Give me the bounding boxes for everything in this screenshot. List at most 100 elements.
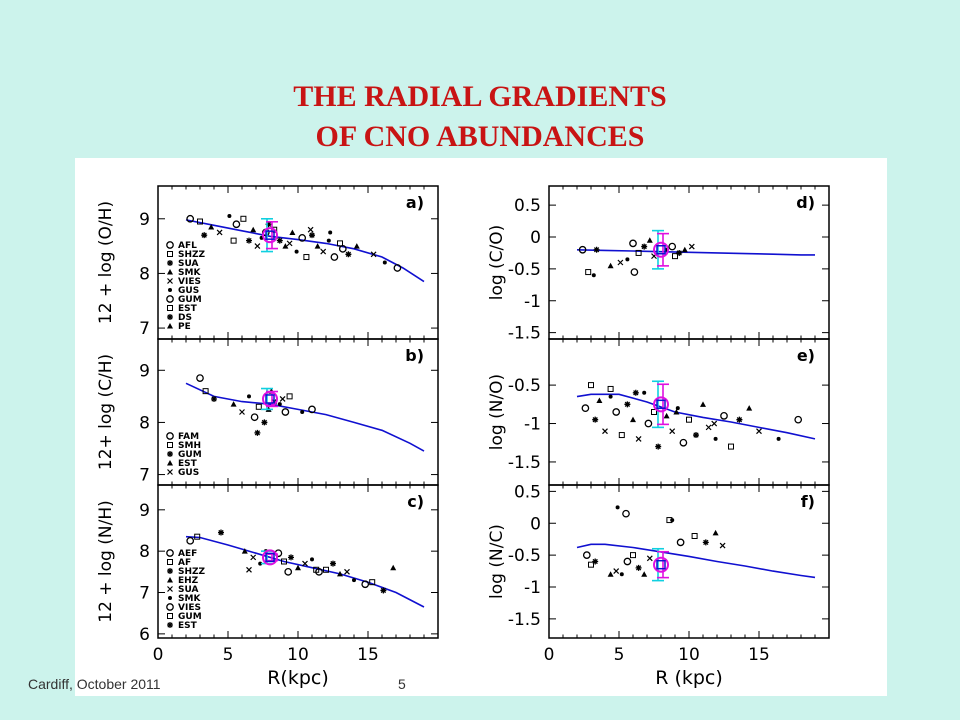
- panel-f-data-point: [676, 538, 685, 547]
- panel-d-data-point: [578, 245, 587, 254]
- panel-d-data-point: [591, 273, 596, 278]
- panel-e-data-point: [776, 436, 781, 441]
- panel-d-data-point: [681, 246, 688, 253]
- panel-e-model-line: [576, 393, 816, 440]
- panel-d-solar-marker-inner: [656, 245, 666, 255]
- panel-a-legend-entry: SHZZ: [178, 250, 206, 260]
- panel-a-data-point: [303, 254, 310, 261]
- panel-c-data-point: [241, 548, 248, 554]
- panel-b-y-axis-label: 12+ log (C/H): [96, 354, 116, 470]
- panel-f-data-point: [719, 542, 726, 549]
- panel-b-data-point: [308, 405, 316, 414]
- panel-d-frame: [548, 185, 830, 340]
- panel-a-legend-marker: [167, 314, 173, 320]
- panel-a-legend-entry: SMK: [178, 268, 201, 278]
- panel-e-y-tick-label: -0.5: [508, 376, 541, 396]
- panel-b-data-point: [202, 388, 209, 395]
- panel-e-y-tick-label: -1.5: [508, 453, 541, 473]
- panel-e-data-point: [756, 428, 762, 435]
- panel-b-legend-entry: GUS: [178, 468, 199, 478]
- panel-a-data-point: [314, 243, 321, 249]
- panel-d-solar-marker: [653, 241, 669, 258]
- panel-d-data-point: [625, 257, 630, 262]
- panel-f-y-axis-label: log (N/C): [487, 524, 507, 599]
- panel-e-data-point: [746, 405, 753, 411]
- panel-c-legend-marker: [167, 577, 173, 583]
- panel-a-data-point: [353, 243, 360, 249]
- panel-b-legend-marker: [167, 442, 173, 448]
- panel-d-data-point: [688, 243, 695, 250]
- panel-a-data-point: [330, 253, 339, 261]
- panel-a-legend-entry: PE: [178, 322, 191, 332]
- panel-e-data-point: [686, 416, 692, 423]
- panel-a-legend-marker: [167, 305, 173, 311]
- slide-title-line2: OF CNO ABUNDANCES: [315, 120, 645, 153]
- panel-c-legend-entry: EST: [178, 621, 198, 631]
- panel-e-data-point: [588, 382, 594, 389]
- panel-e-data-point: [602, 428, 608, 435]
- panel-c-y-tick-label: 6: [139, 625, 150, 645]
- panel-e-y-axis-label: log (N/O): [487, 374, 507, 450]
- panel-e-data-point: [624, 401, 631, 408]
- panel-a-data-point: [338, 244, 347, 253]
- panel-a-legend-marker: [166, 241, 174, 249]
- panel-a-data-point: [265, 221, 272, 228]
- panel-a-data-point: [345, 251, 352, 258]
- panel-c-legend-entry: EHZ: [178, 576, 199, 586]
- panel-c-data-point: [380, 587, 387, 594]
- panel-a-legend-marker: [167, 323, 173, 329]
- panel-c-data-point: [313, 566, 320, 573]
- panel-f-data-point: [630, 552, 636, 559]
- panel-c-panel-label: c): [407, 492, 424, 511]
- panel-e-data-point: [673, 409, 680, 415]
- panel-c-legend-entry: AEF: [178, 549, 197, 559]
- panel-a-data-point: [382, 260, 387, 265]
- panel-a-data-point: [337, 240, 343, 247]
- panel-a-data-point: [294, 249, 299, 254]
- panel-c-y-tick-label: 9: [139, 501, 150, 521]
- panel-b-legend-marker: [167, 469, 173, 475]
- panel-c-legend-marker: [168, 596, 172, 600]
- panel-e-solar-marker: [653, 396, 669, 413]
- panel-d-data-point: [630, 268, 639, 276]
- panel-c-legend-marker: [167, 559, 173, 565]
- panel-c-data-point: [218, 529, 224, 536]
- panel-e-data-point: [608, 394, 613, 399]
- panel-f-data-point: [592, 558, 599, 565]
- panel-f-data-point: [588, 561, 594, 568]
- panel-c-legend-marker: [167, 586, 173, 592]
- panel-f-x-tick-label: 15: [748, 645, 770, 665]
- panel-c-data-point: [186, 536, 195, 545]
- panel-c-legend-entry: GUM: [178, 612, 202, 622]
- panel-f-data-point: [646, 555, 653, 562]
- panel-c-data-point: [250, 554, 257, 561]
- panel-e-y-tick-label: -1: [524, 415, 541, 435]
- panel-a-data-point: [254, 243, 261, 250]
- panel-a-data-point: [298, 234, 307, 242]
- panel-d-y-tick-label: -1.5: [508, 324, 541, 344]
- panel-e-data-point: [736, 416, 743, 423]
- panel-e-data-point: [618, 432, 625, 439]
- panel-a-legend-marker: [166, 295, 174, 303]
- panel-c-legend-marker: [166, 603, 174, 611]
- panel-b-data-point: [286, 393, 293, 400]
- panel-d-data-point: [668, 242, 677, 251]
- panel-b-data-point: [254, 429, 261, 436]
- panel-b-data-point: [247, 394, 251, 399]
- panel-a-data-point: [197, 218, 203, 225]
- panel-d-data-point: [635, 249, 642, 256]
- panel-e-data-point: [669, 428, 676, 435]
- panel-c-data-point: [194, 533, 201, 540]
- panel-d-data-point: [585, 269, 592, 276]
- panel-a-data-point: [208, 223, 215, 230]
- panel-b-y-tick-label: 9: [139, 361, 150, 381]
- panel-a-solar-marker: [262, 227, 278, 244]
- panel-e-data-point: [644, 419, 653, 428]
- panel-e-data-point: [655, 443, 662, 450]
- panel-b-data-point: [279, 396, 286, 402]
- panel-e-data-point: [713, 436, 718, 441]
- panel-f-panel-label: f): [801, 492, 815, 511]
- panel-e-data-point: [607, 385, 614, 392]
- panel-a-solar-marker-inner: [265, 230, 275, 240]
